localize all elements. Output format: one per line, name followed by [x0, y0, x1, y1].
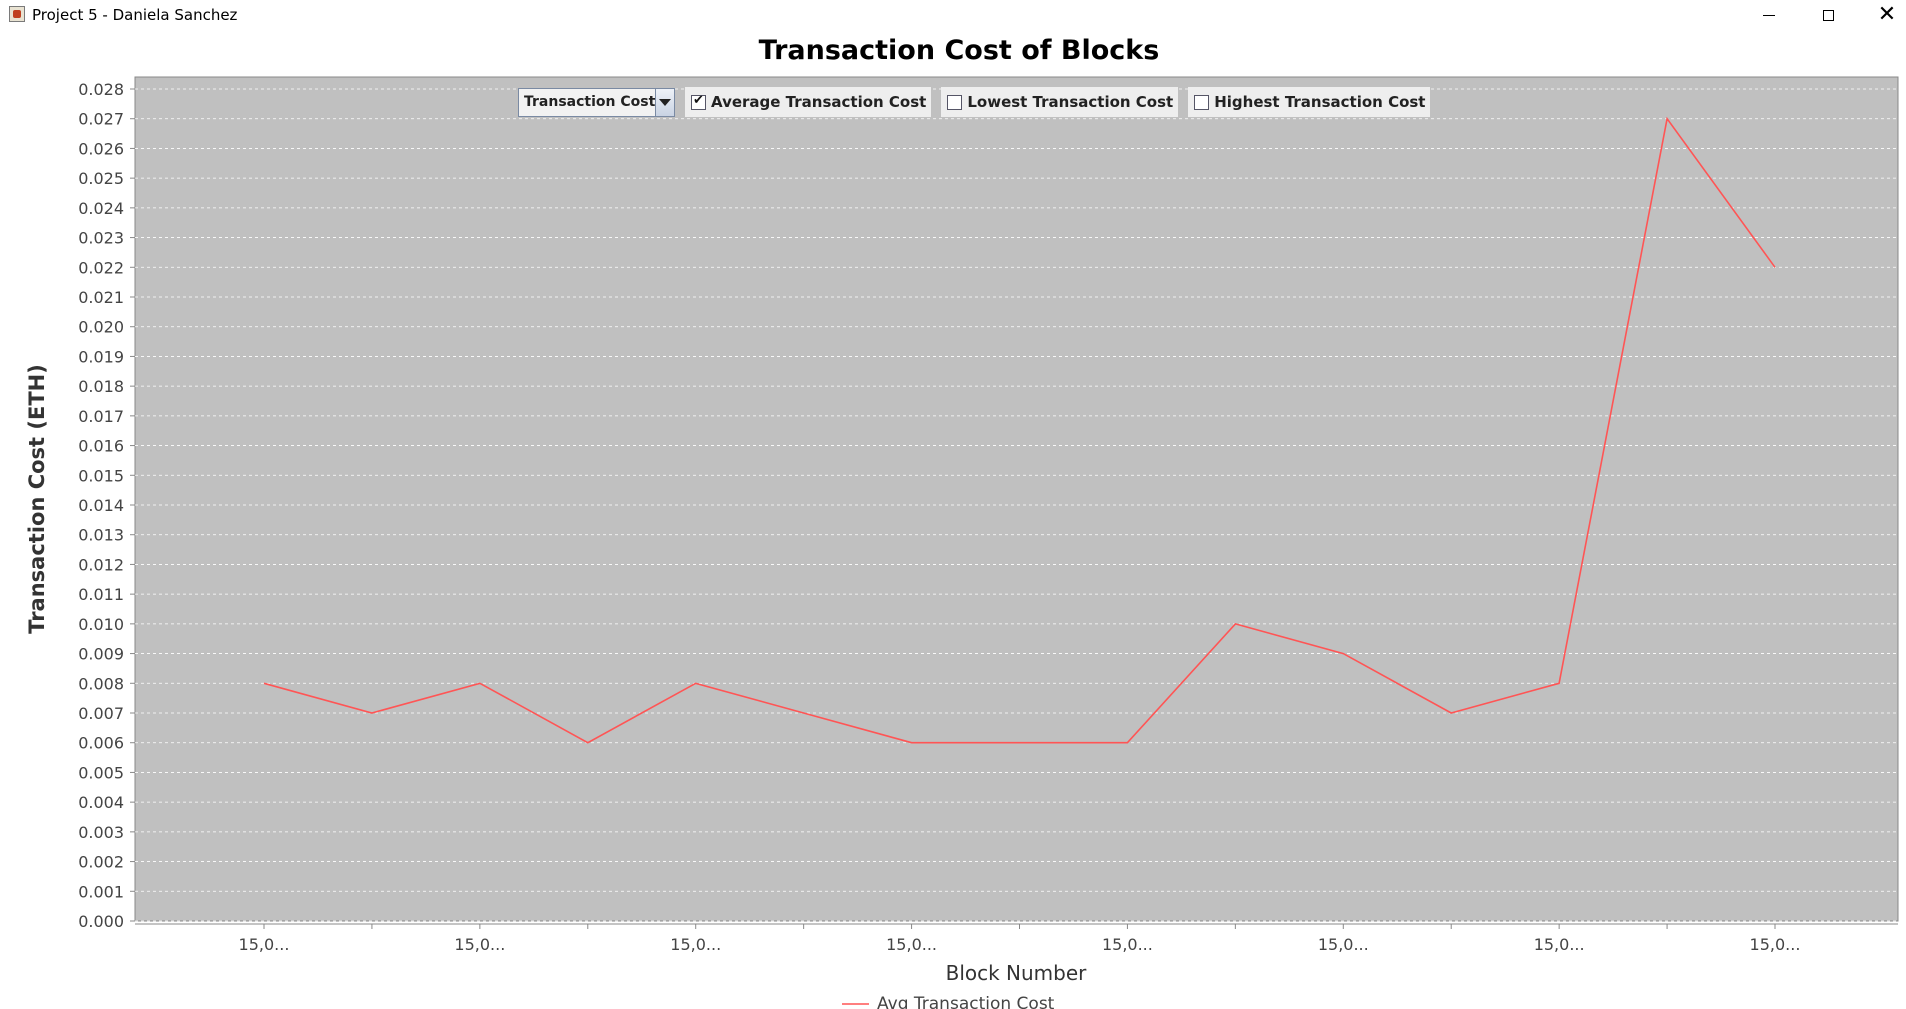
window-title: Project 5 - Daniela Sanchez — [32, 6, 238, 24]
close-button[interactable]: ✕ — [1858, 0, 1906, 30]
chart-title: Transaction Cost of Blocks — [759, 35, 1160, 66]
y-tick-label: 0.009 — [78, 645, 124, 664]
maximize-icon — [1822, 9, 1834, 21]
y-tick-label: 0.019 — [78, 347, 124, 366]
y-tick-label: 0.021 — [78, 288, 124, 307]
x-tick-label: 15,0... — [1318, 935, 1369, 954]
x-tick-label: 15,0... — [1750, 935, 1801, 954]
average-cost-checkbox[interactable]: Average Transaction Cost — [685, 87, 932, 117]
y-tick-label: 0.016 — [78, 437, 124, 456]
y-axis-label: Transaction Cost (ETH) — [25, 364, 49, 634]
y-tick-label: 0.027 — [78, 110, 124, 129]
highest-cost-checkbox-box[interactable] — [1194, 94, 1210, 110]
y-tick-label: 0.006 — [78, 734, 124, 753]
average-cost-checkbox-box[interactable] — [691, 93, 706, 110]
y-tick-label: 0.017 — [78, 407, 124, 426]
chart-controls: Transaction Cost Average Transaction Cos… — [518, 87, 1431, 117]
y-tick-label: 0.025 — [78, 169, 124, 188]
window-titlebar: Project 5 - Daniela Sanchez ✕ — [0, 0, 1906, 30]
y-tick-label: 0.015 — [78, 466, 124, 485]
x-axis: 15,0... 15,0... 15,0... 15,0... 15,0... 15,0.… — [239, 924, 1801, 954]
plot-area — [134, 76, 1899, 922]
x-tick-label: 15,0... — [670, 935, 721, 954]
legend-label: Avg Transaction Cost — [877, 994, 1055, 1009]
average-cost-checkbox-label: Average Transaction Cost — [711, 93, 927, 111]
x-tick-label: 15,0... — [1534, 935, 1585, 954]
close-icon: ✕ — [1877, 2, 1897, 27]
chevron-down-icon — [659, 98, 672, 106]
maximize-button[interactable] — [1799, 0, 1857, 30]
y-tick-label: 0.026 — [78, 139, 124, 158]
x-tick-label: 15,0... — [886, 935, 937, 954]
lowest-cost-checkbox-box[interactable] — [947, 94, 963, 110]
y-tick-label: 0.010 — [78, 615, 124, 634]
metric-dropdown[interactable]: Transaction Cost — [518, 87, 675, 117]
y-tick-label: 0.007 — [78, 704, 124, 723]
minimize-icon — [1763, 14, 1775, 16]
y-tick-label: 0.001 — [78, 882, 124, 901]
y-tick-label: 0.018 — [78, 377, 124, 396]
y-tick-label: 0.022 — [78, 258, 124, 277]
highest-cost-checkbox-label: Highest Transaction Cost — [1214, 93, 1426, 111]
x-tick-label: 15,0... — [1102, 935, 1153, 954]
y-tick-label: 0.005 — [78, 763, 124, 782]
y-tick-label: 0.002 — [78, 853, 124, 872]
y-tick-label: 0.004 — [78, 793, 124, 812]
y-tick-label: 0.023 — [78, 229, 124, 248]
minimize-button[interactable] — [1740, 0, 1798, 30]
metric-dropdown-value: Transaction Cost — [524, 94, 656, 110]
x-tick-label: 15,0... — [239, 935, 290, 954]
x-tick-label: 15,0... — [454, 935, 505, 954]
y-tick-label: 0.028 — [78, 80, 124, 99]
x-axis-label: Block Number — [946, 961, 1088, 985]
y-tick-label: 0.013 — [78, 526, 124, 545]
y-tick-label: 0.024 — [78, 199, 124, 218]
highest-cost-checkbox[interactable]: Highest Transaction Cost — [1188, 87, 1431, 117]
lowest-cost-checkbox-label: Lowest Transaction Cost — [967, 93, 1174, 111]
y-tick-label: 0.008 — [78, 674, 124, 693]
y-tick-label: 0.000 — [78, 912, 124, 931]
y-tick-label: 0.012 — [78, 555, 124, 574]
lowest-cost-checkbox[interactable]: Lowest Transaction Cost — [941, 87, 1179, 117]
y-tick-label: 0.011 — [78, 585, 124, 604]
java-app-icon — [9, 6, 25, 22]
y-tick-label: 0.003 — [78, 823, 124, 842]
avg-transaction-cost-line — [263, 116, 1776, 744]
y-tick-label: 0.014 — [78, 496, 124, 515]
y-axis: 0.000 0.001 0.002 0.003 0.004 0.005 0.006 0.007… — [78, 80, 135, 931]
legend: Avg Transaction Cost — [842, 994, 1055, 1009]
dropdown-button[interactable] — [655, 88, 674, 116]
y-tick-label: 0.020 — [78, 318, 124, 337]
